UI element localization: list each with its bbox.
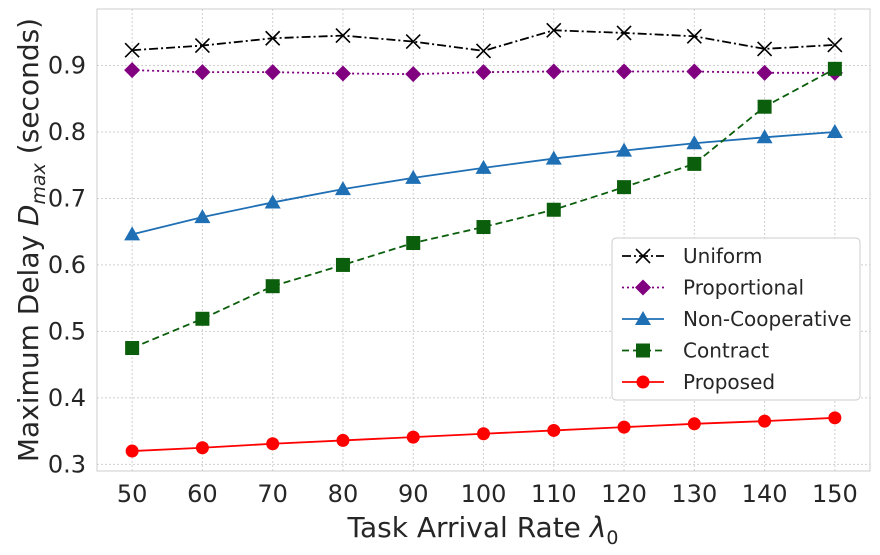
series-proportional <box>124 62 843 83</box>
x-tick-label: 140 <box>742 480 788 508</box>
data-point-proposed <box>828 411 842 425</box>
legend-label-proposed: Proposed <box>683 370 775 394</box>
data-point-proportional <box>616 63 633 80</box>
legend-marker-non-cooperative <box>635 311 651 325</box>
series-line-contract <box>131 68 836 349</box>
data-point-proportional <box>194 64 211 81</box>
data-point-non-cooperative <box>475 159 492 174</box>
data-point-uniform <box>194 37 210 54</box>
y-tick-label: 0.7 <box>48 184 86 212</box>
x-tick-label: 120 <box>601 480 647 508</box>
data-point-proposed <box>125 444 139 458</box>
data-point-uniform <box>757 41 773 57</box>
data-point-uniform <box>546 22 562 38</box>
x-tick-label: 90 <box>398 480 429 508</box>
data-point-proportional <box>686 63 703 80</box>
data-point-contract <box>195 311 210 326</box>
data-point-contract <box>406 235 421 250</box>
x-tick-label: 150 <box>812 480 858 508</box>
x-tick-label: 60 <box>187 480 218 508</box>
legend-label-contract: Contract <box>683 339 769 363</box>
legend-marker-proportional <box>635 279 651 296</box>
data-point-contract <box>476 220 491 235</box>
data-point-contract <box>125 341 140 356</box>
y-tick-label: 0.4 <box>48 384 86 412</box>
legend-marker-proposed <box>636 375 650 389</box>
data-point-non-cooperative <box>826 123 843 138</box>
series-group <box>124 22 843 458</box>
legend-marker-uniform <box>635 248 651 264</box>
data-point-proposed <box>266 437 280 451</box>
data-point-proportional <box>405 66 422 83</box>
series-contract <box>125 61 842 356</box>
data-point-proposed <box>336 433 350 447</box>
data-point-proportional <box>756 64 773 81</box>
x-tick-label: 130 <box>671 480 717 508</box>
data-point-uniform <box>686 28 702 44</box>
data-point-contract <box>265 279 280 294</box>
data-point-uniform <box>124 42 140 58</box>
y-tick-label: 0.6 <box>48 251 86 279</box>
data-point-proportional <box>124 62 141 79</box>
data-point-uniform <box>335 28 351 44</box>
data-point-non-cooperative <box>545 150 562 165</box>
legend-label-non-cooperative: Non-Cooperative <box>683 307 852 331</box>
y-tick-label: 0.3 <box>48 450 86 478</box>
legend-box <box>611 237 861 401</box>
data-point-contract <box>757 99 772 114</box>
data-point-non-cooperative <box>124 226 141 241</box>
data-point-contract <box>617 180 632 195</box>
x-tick-label: 50 <box>117 480 148 508</box>
x-tick-label: 100 <box>461 480 507 508</box>
legend-label-proportional: Proportional <box>683 276 804 300</box>
data-point-uniform <box>616 25 632 41</box>
data-point-uniform <box>827 37 843 53</box>
data-point-proposed <box>195 441 209 455</box>
axis-ticks: 50 60 70 80 90 100 110 120 130 140 150 0.3 0.4 0.5 0.6… <box>48 52 858 508</box>
data-point-non-cooperative <box>194 209 211 224</box>
y-tick-label: 0.5 <box>48 317 86 345</box>
y-tick-label: 0.9 <box>48 52 86 80</box>
data-point-proposed <box>687 417 701 431</box>
series-uniform <box>124 22 843 59</box>
y-axis-label: Maximum Delay Dmax (seconds) <box>12 18 50 462</box>
data-point-non-cooperative <box>616 142 633 157</box>
data-point-uniform <box>475 43 492 59</box>
data-point-proposed <box>617 420 631 434</box>
data-point-proportional <box>334 65 351 82</box>
data-point-proportional <box>545 63 562 80</box>
x-tick-label: 70 <box>257 480 288 508</box>
x-axis-label: Task Arrival Rate λ0 <box>347 511 619 549</box>
data-point-contract <box>546 202 561 217</box>
data-point-non-cooperative <box>334 181 351 196</box>
data-point-proposed <box>406 430 420 444</box>
series-proposed <box>125 411 842 458</box>
plot-frame <box>96 8 871 472</box>
data-point-proposed <box>477 427 490 441</box>
data-point-proportional <box>475 64 492 81</box>
data-point-non-cooperative <box>405 169 422 184</box>
x-tick-label: 80 <box>328 480 359 508</box>
data-point-contract <box>827 61 842 76</box>
data-point-contract <box>335 257 350 272</box>
data-point-proposed <box>758 414 772 428</box>
data-point-uniform <box>265 30 281 46</box>
data-point-uniform <box>405 34 421 50</box>
y-tick-label: 0.8 <box>48 118 86 146</box>
data-point-non-cooperative <box>264 194 281 209</box>
data-point-contract <box>687 156 702 171</box>
data-point-proposed <box>547 423 561 437</box>
data-point-non-cooperative <box>686 135 703 150</box>
series-non-cooperative <box>124 123 843 241</box>
legend-marker-contract <box>636 343 650 358</box>
x-tick-label: 110 <box>531 480 577 508</box>
legend: Uniform Proportional Non-Cooperative Contra… <box>611 237 861 401</box>
data-point-non-cooperative <box>756 129 773 144</box>
legend-label-uniform: Uniform <box>683 244 763 268</box>
data-point-proportional <box>264 64 281 81</box>
